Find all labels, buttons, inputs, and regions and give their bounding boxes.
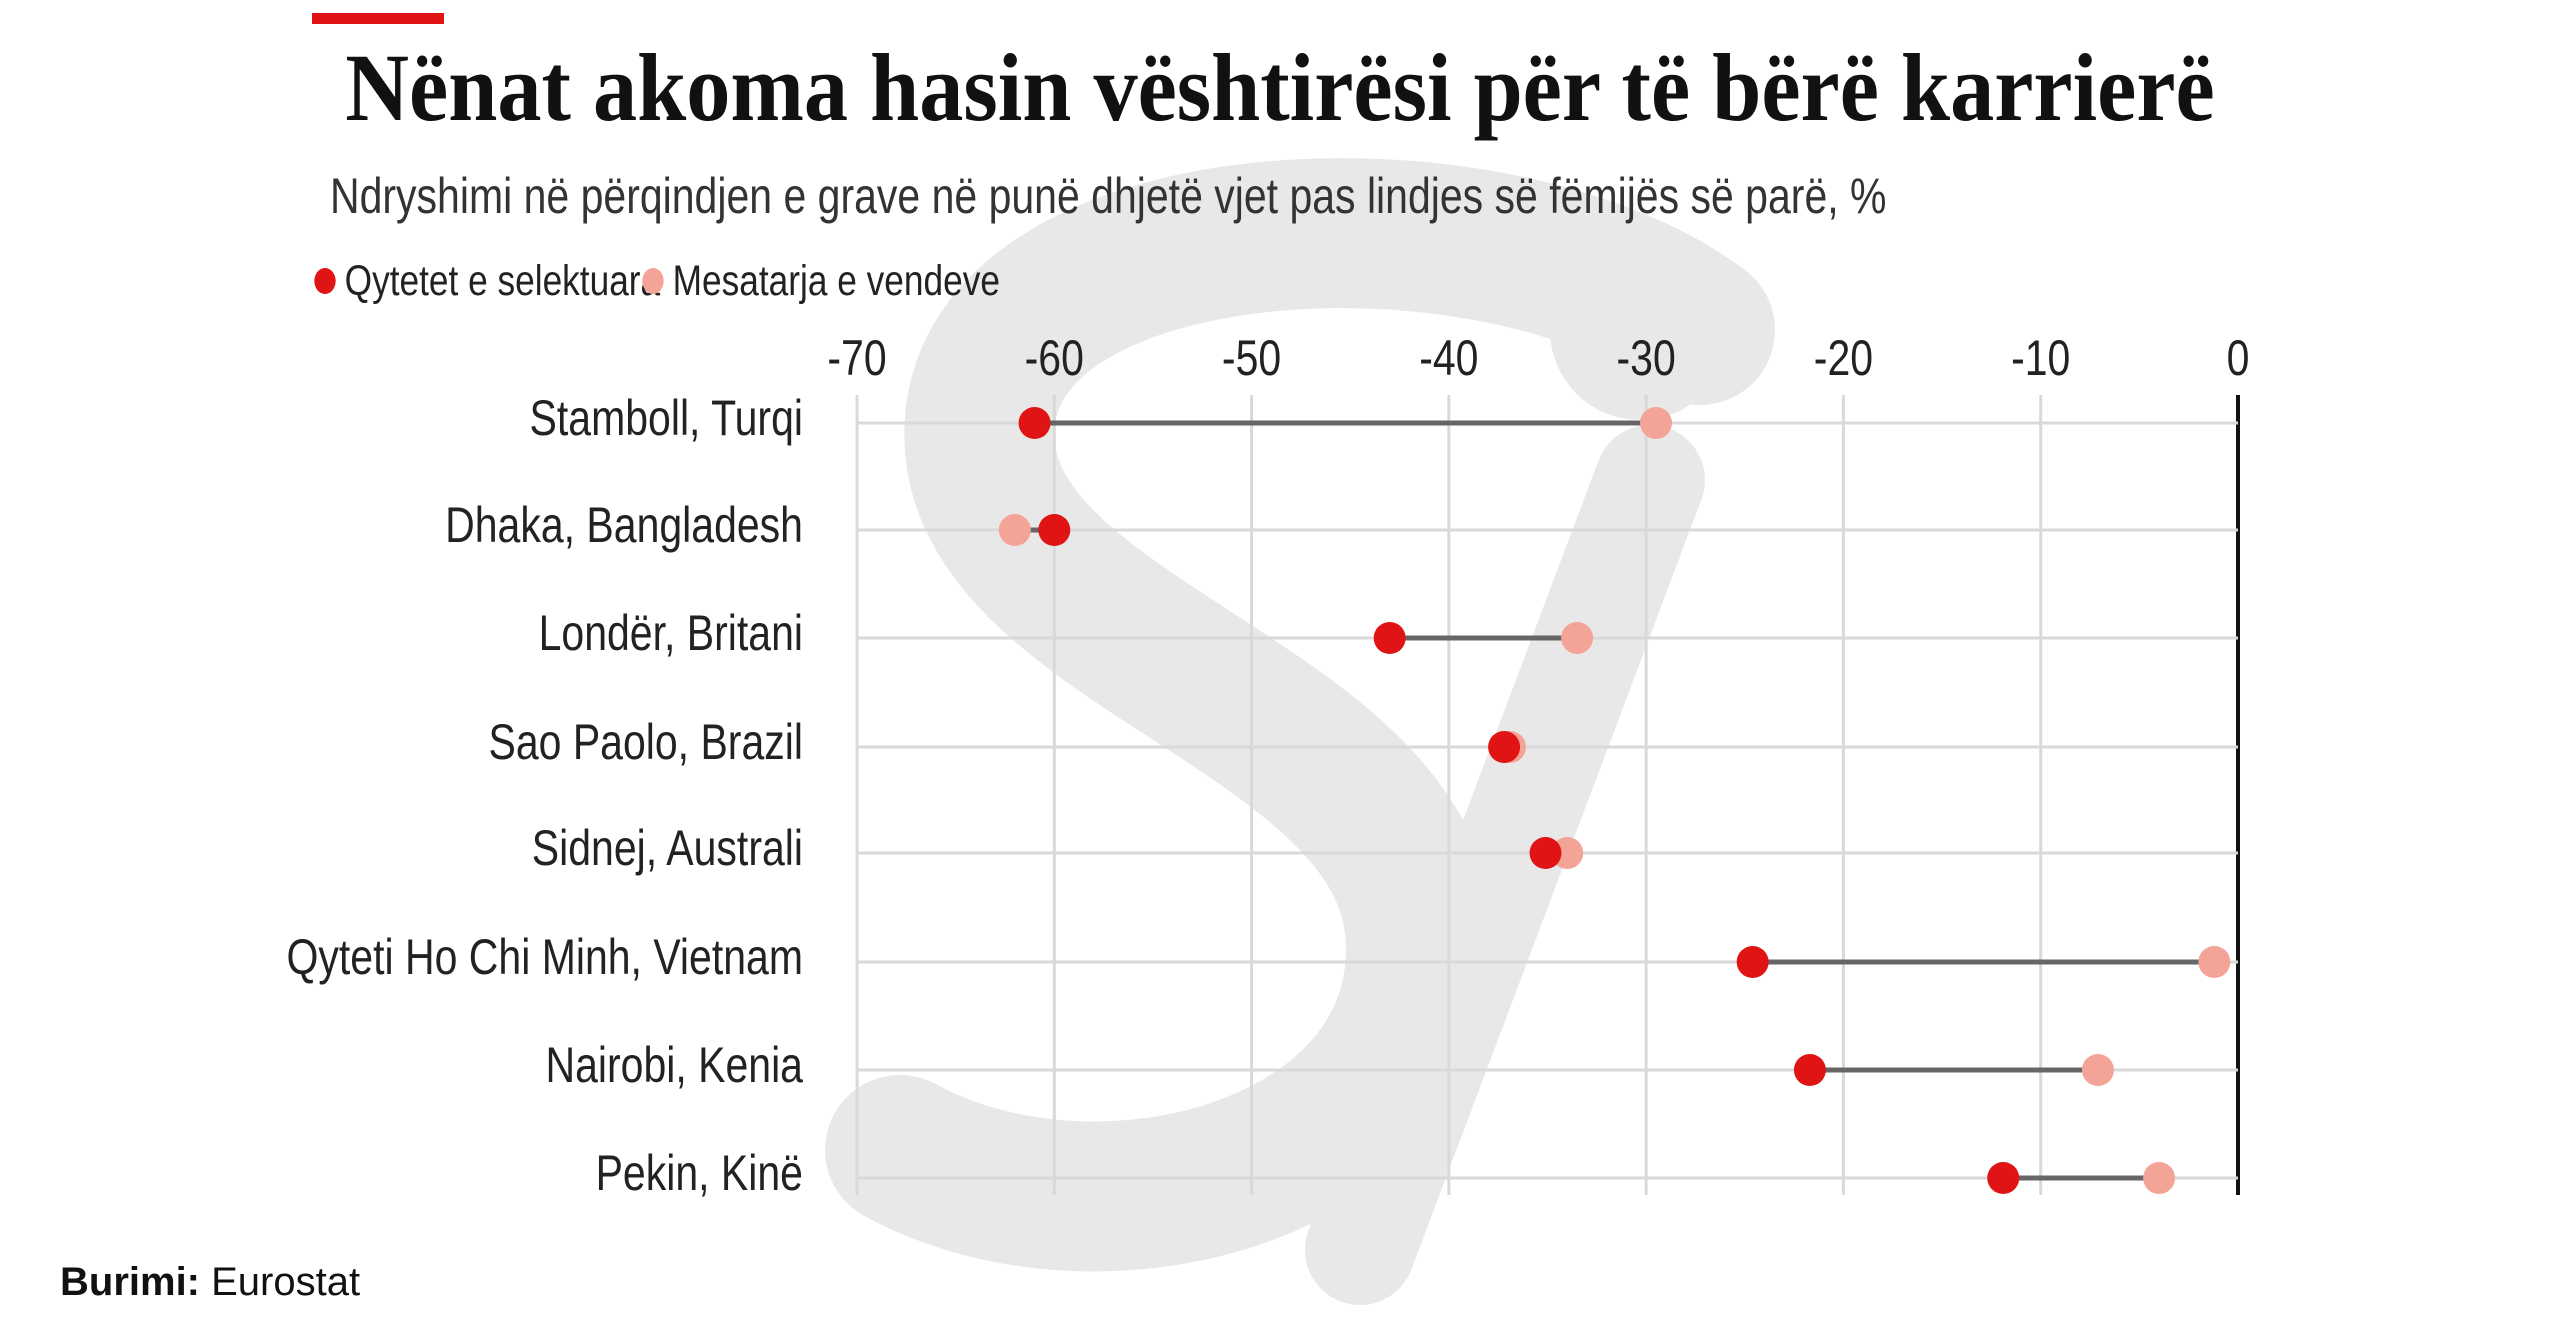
- chart-subtitle: Ndryshimi në përqindjen e grave në punë …: [330, 168, 1886, 224]
- x-tick-label: -20: [1814, 330, 1873, 386]
- x-tick-label: -10: [2011, 330, 2070, 386]
- category-label: Pekin, Kinë: [596, 1145, 803, 1201]
- legend-label-average: Mesatarja e vendeve: [673, 257, 1000, 305]
- category-label: Qyteti Ho Chi Minh, Vietnam: [287, 929, 803, 985]
- point-selected: [1736, 946, 1769, 978]
- point-selected: [1488, 731, 1521, 763]
- legend-label-selected: Qytetet e selektuara: [345, 257, 661, 305]
- legend-marker-selected: [314, 268, 336, 294]
- x-tick-label: -70: [827, 330, 886, 386]
- point-selected: [1018, 407, 1051, 439]
- x-tick-label: -60: [1025, 330, 1084, 386]
- point-average: [2143, 1162, 2176, 1194]
- chart-title: Nënat akoma hasin vështirësi për të bërë…: [345, 35, 2214, 141]
- watermark-logo: [825, 158, 1775, 1305]
- x-tick-label: -50: [1222, 330, 1281, 386]
- legend-marker-average: [642, 268, 664, 294]
- accent-bar: [312, 13, 444, 24]
- category-label: Stamboll, Turqi: [530, 390, 803, 446]
- point-average: [1561, 622, 1594, 654]
- category-label: Nairobi, Kenia: [545, 1037, 803, 1093]
- x-tick-label: -40: [1419, 330, 1478, 386]
- point-average: [2081, 1054, 2114, 1086]
- legend: Qytetet e selektuara Mesatarja e vendeve: [314, 257, 1000, 305]
- category-label: Dhaka, Bangladesh: [445, 497, 803, 553]
- category-label: Londër, Britani: [539, 605, 803, 661]
- category-label: Sidnej, Australi: [532, 820, 803, 876]
- point-average: [1640, 407, 1673, 439]
- point-average: [2198, 946, 2231, 978]
- point-selected: [1793, 1054, 1826, 1086]
- point-average: [998, 514, 1031, 546]
- point-selected: [1373, 622, 1406, 654]
- x-tick-label: 0: [2227, 330, 2250, 386]
- source-label: Burimi: Eurostat: [60, 1260, 360, 1304]
- point-selected: [1038, 514, 1071, 546]
- x-tick-label: -30: [1617, 330, 1676, 386]
- category-label: Sao Paolo, Brazil: [489, 714, 803, 770]
- point-selected: [1529, 837, 1562, 869]
- point-selected: [1987, 1162, 2020, 1194]
